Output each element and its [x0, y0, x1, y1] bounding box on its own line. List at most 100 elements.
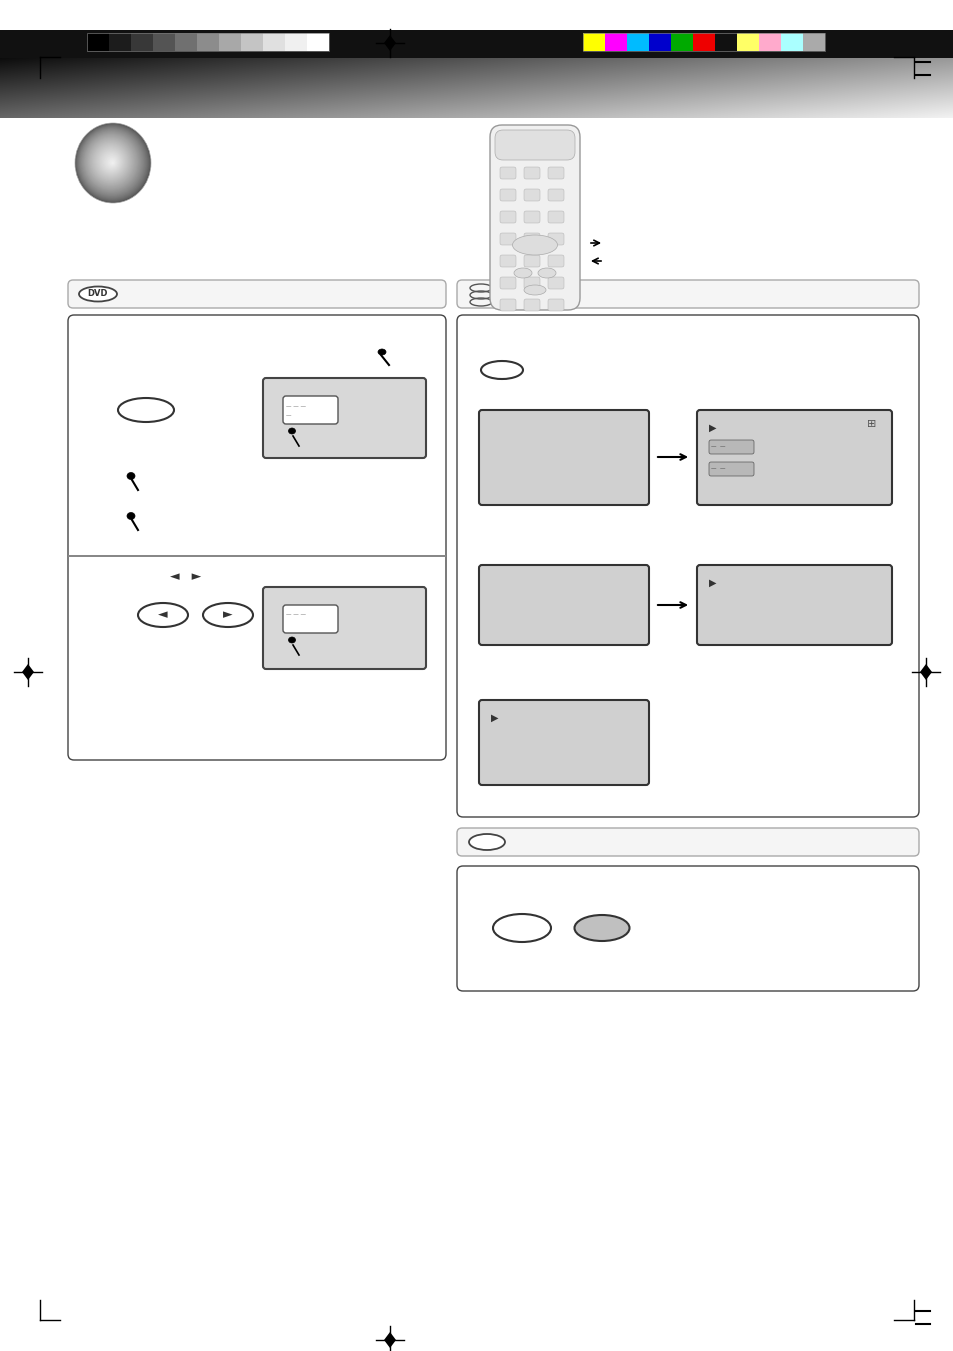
Ellipse shape [87, 136, 134, 186]
Bar [571, 58, 572, 118]
Bar [577, 58, 578, 118]
Bar [913, 58, 914, 118]
Bar [42, 58, 43, 118]
Bar [173, 58, 174, 118]
Ellipse shape [82, 131, 141, 193]
Bar [361, 58, 363, 118]
Bar [714, 58, 716, 118]
Bar [529, 58, 530, 118]
Bar [779, 58, 780, 118]
Bar [285, 32, 307, 51]
Text: ⊞: ⊞ [866, 419, 876, 430]
Ellipse shape [100, 150, 122, 173]
Bar [802, 32, 824, 51]
Bar [603, 58, 604, 118]
Bar [456, 58, 457, 118]
Bar [706, 58, 707, 118]
Ellipse shape [83, 132, 139, 190]
Bar [443, 58, 444, 118]
FancyBboxPatch shape [263, 378, 426, 458]
Bar [560, 58, 561, 118]
Bar [191, 58, 192, 118]
Bar [586, 58, 587, 118]
Bar [620, 58, 621, 118]
Bar [115, 58, 116, 118]
Bar [261, 58, 262, 118]
Bar [522, 58, 523, 118]
Bar [882, 58, 883, 118]
Bar [449, 58, 450, 118]
Bar [763, 58, 764, 118]
FancyBboxPatch shape [478, 409, 648, 505]
Text: ►: ► [223, 608, 233, 621]
Bar [184, 58, 185, 118]
Bar [14, 58, 15, 118]
Bar [514, 58, 515, 118]
Bar [304, 58, 305, 118]
Ellipse shape [77, 126, 147, 199]
Bar [795, 58, 796, 118]
Bar [938, 58, 939, 118]
Bar [435, 58, 436, 118]
Bar [867, 58, 868, 118]
Bar [534, 58, 535, 118]
Bar [879, 58, 880, 118]
Bar [925, 58, 926, 118]
Bar [742, 58, 743, 118]
Bar [41, 58, 42, 118]
Bar [583, 58, 584, 118]
Bar [58, 58, 59, 118]
Bar [174, 58, 175, 118]
Bar [741, 58, 742, 118]
Bar [772, 58, 773, 118]
Bar [109, 32, 131, 51]
Bar [430, 58, 431, 118]
Bar [394, 58, 395, 118]
Bar [319, 58, 320, 118]
Bar [39, 58, 40, 118]
Ellipse shape [469, 834, 504, 850]
Bar [572, 58, 573, 118]
Bar [105, 58, 106, 118]
Bar [943, 58, 944, 118]
Ellipse shape [523, 285, 545, 295]
Bar [131, 58, 132, 118]
Bar [450, 58, 451, 118]
Bar [541, 58, 542, 118]
Bar [887, 58, 888, 118]
Bar [803, 58, 804, 118]
Bar [263, 58, 264, 118]
Bar [781, 32, 802, 51]
Bar [327, 58, 328, 118]
Bar [523, 58, 524, 118]
Bar [374, 58, 375, 118]
Bar [705, 58, 706, 118]
Bar [139, 58, 140, 118]
Bar [847, 58, 848, 118]
Bar [338, 58, 339, 118]
Ellipse shape [100, 150, 122, 173]
Bar [334, 58, 335, 118]
Bar [771, 58, 772, 118]
Bar [373, 58, 374, 118]
Bar [823, 58, 824, 118]
Bar [654, 58, 655, 118]
Bar [393, 58, 394, 118]
Bar [113, 58, 115, 118]
Bar [899, 58, 900, 118]
Bar [181, 58, 182, 118]
Bar [336, 58, 337, 118]
Bar [127, 58, 128, 118]
Bar [295, 58, 296, 118]
Bar [35, 58, 36, 118]
Bar [564, 58, 565, 118]
Bar [862, 58, 863, 118]
Bar [568, 58, 569, 118]
Bar [503, 58, 504, 118]
Bar [208, 58, 209, 118]
Bar [829, 58, 830, 118]
Bar [660, 58, 661, 118]
Bar [220, 58, 221, 118]
Bar [804, 58, 805, 118]
Bar [691, 58, 692, 118]
